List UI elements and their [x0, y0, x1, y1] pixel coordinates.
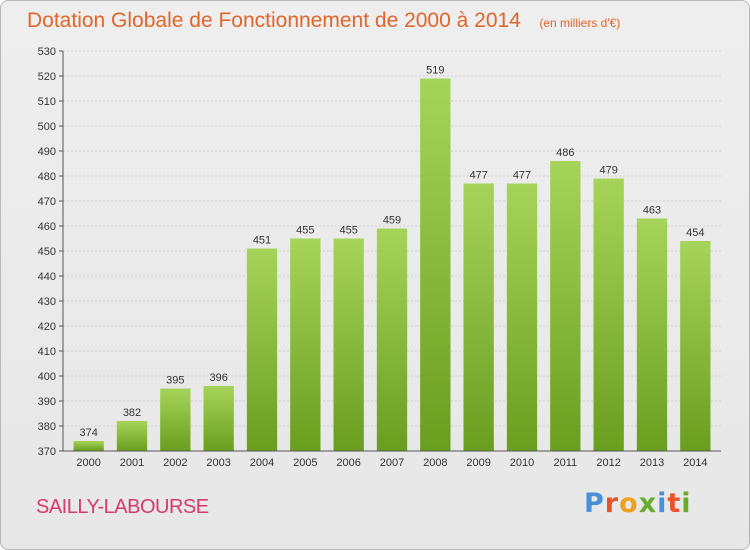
data-label-2012: 479	[599, 165, 617, 177]
x-tick-label-2011: 2011	[554, 457, 578, 469]
data-label-2004: 451	[253, 235, 271, 247]
x-tick-label-2013: 2013	[640, 457, 664, 469]
bar-2004	[246, 248, 278, 451]
bar-2013	[636, 218, 668, 451]
data-label-2002: 395	[166, 375, 184, 387]
data-label-2003: 396	[209, 372, 227, 384]
x-tick-label-2009: 2009	[466, 457, 490, 469]
x-tick-label-2012: 2012	[596, 457, 620, 469]
data-label-2007: 459	[383, 215, 401, 227]
bar-2011	[550, 161, 581, 451]
data-label-2009: 477	[469, 170, 487, 182]
bar-2010	[506, 183, 538, 451]
proxiti-logo[interactable]: Proxiti	[584, 488, 692, 519]
data-label-2010: 477	[513, 170, 531, 182]
chart-subtitle: (en milliers d'€)	[539, 16, 621, 30]
data-label-2014: 454	[686, 227, 704, 239]
commune-name: SAILLY-LABOURSE	[36, 496, 209, 518]
y-tick-label: 480	[38, 171, 56, 183]
y-tick-label: 450	[38, 246, 56, 258]
data-label-2013: 463	[643, 205, 661, 217]
x-tick-label-2007: 2007	[380, 457, 404, 469]
x-tick-label-2000: 2000	[76, 457, 100, 469]
logo-letter: i	[657, 488, 668, 519]
y-tick-label: 380	[38, 421, 56, 433]
y-tick-label: 420	[38, 321, 56, 333]
y-tick-label: 520	[38, 71, 56, 83]
logo-letter: P	[584, 488, 605, 519]
bar-2003	[203, 386, 234, 451]
x-tick-label-2004: 2004	[250, 457, 274, 469]
bar-2001	[116, 421, 148, 451]
bar-2002	[160, 388, 191, 451]
x-tick-label-2001: 2001	[120, 457, 144, 469]
y-tick-label: 460	[38, 221, 56, 233]
chart-title: Dotation Globale de Fonctionnement de 20…	[27, 9, 521, 32]
data-label-2005: 455	[296, 225, 314, 237]
y-tick-label: 490	[38, 146, 56, 158]
y-tick-label: 430	[38, 296, 56, 308]
y-tick-label: 500	[38, 121, 56, 133]
data-label-2000: 374	[79, 427, 97, 439]
logo-letter: o	[619, 488, 639, 519]
axes: 370 380 390 400 410 420 430 440 450 460 470 480 490 5…	[38, 46, 721, 469]
bar-2006	[333, 238, 364, 451]
x-tick-label-2002: 2002	[163, 457, 187, 469]
logo-letter: i	[681, 488, 692, 519]
logo-letter: t	[667, 488, 682, 519]
data-label-2011: 486	[556, 147, 574, 159]
bar-2005	[290, 238, 321, 451]
x-tick-label-2014: 2014	[683, 457, 707, 469]
x-tick-label-2003: 2003	[206, 457, 230, 469]
bar-2007	[376, 228, 408, 451]
bar-2008	[420, 78, 451, 451]
bar-2014	[680, 241, 711, 451]
data-label-2001: 382	[123, 407, 141, 419]
x-tick-label-2008: 2008	[423, 457, 447, 469]
y-tick-label: 370	[38, 446, 56, 458]
y-tick-label: 510	[38, 96, 56, 108]
data-label-2008: 519	[426, 65, 444, 77]
y-tick-label: 390	[38, 396, 56, 408]
y-tick-label: 530	[38, 46, 56, 58]
y-tick-label: 440	[38, 271, 56, 283]
bar-2000	[73, 441, 104, 451]
y-tick-label: 400	[38, 371, 56, 383]
x-tick-label-2005: 2005	[293, 457, 317, 469]
bar-2012	[593, 178, 624, 451]
x-tick-label-2006: 2006	[336, 457, 360, 469]
x-tick-label-2010: 2010	[510, 457, 534, 469]
data-label-2006: 455	[339, 225, 357, 237]
logo-letter: x	[638, 488, 658, 519]
title-row: Dotation Globale de Fonctionnement de 20…	[27, 9, 620, 33]
bars: 374 382 395 396 451 455 455 459 519 477 477 486 479 4…	[73, 65, 711, 451]
y-tick-label: 470	[38, 196, 56, 208]
y-tick-label: 410	[38, 346, 56, 358]
bar-2009	[463, 183, 494, 451]
logo-letter: r	[604, 488, 620, 519]
